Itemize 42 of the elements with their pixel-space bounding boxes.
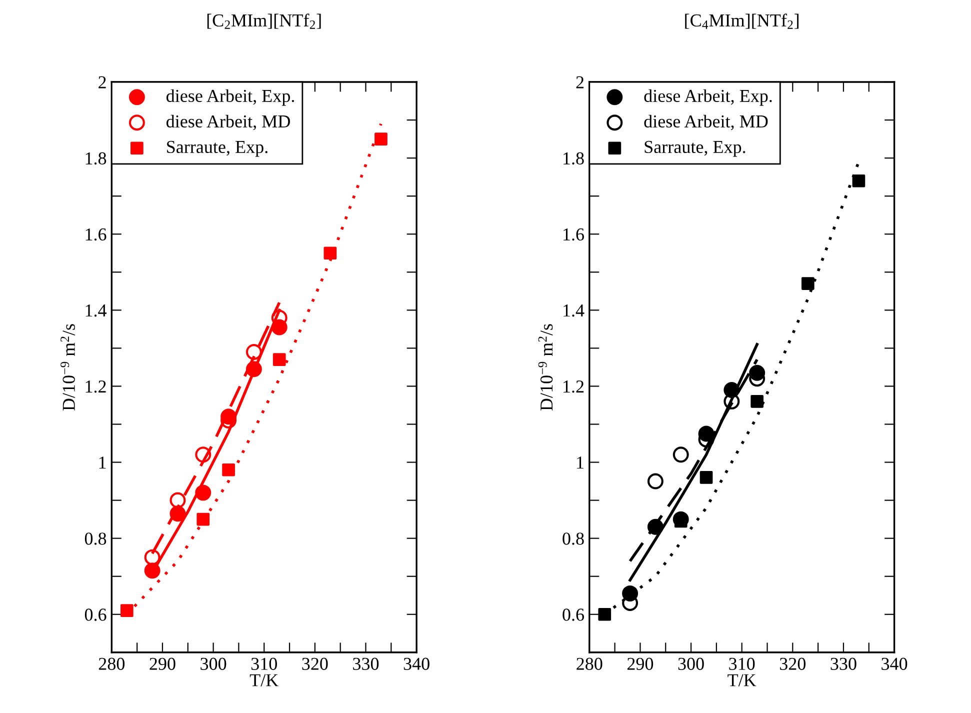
x-tick-label: 320 (302, 658, 328, 670)
x-axis-title: T/K (728, 674, 756, 686)
x-tick-label: 340 (882, 658, 908, 670)
x-tick-label: 280 (98, 658, 125, 670)
y-tick-label: 1.8 (564, 152, 584, 165)
x-tick-label: 290 (150, 658, 176, 670)
legend-label: diese Arbeit, Exp. (166, 89, 294, 106)
x-tick-label: 340 (404, 658, 430, 670)
x-tick-label: 320 (780, 658, 806, 670)
y-tick-label: 1.6 (86, 228, 106, 241)
x-tick-label: 290 (627, 658, 654, 670)
y-tick-label: 1.4 (564, 304, 584, 317)
legend-label: Sarraute, Exp. (167, 140, 268, 157)
y-tick-label: 0.8 (84, 532, 106, 545)
x-tick-label: 330 (353, 658, 379, 670)
y-tick-label: 1.2 (564, 380, 584, 393)
legend-label: Sarraute, Exp. (644, 140, 746, 157)
y-tick-label: 0.8 (562, 532, 584, 545)
x-tick-label: 310 (251, 658, 277, 670)
x-tick-label: 310 (729, 658, 755, 670)
y-tick-label: 2 (98, 76, 106, 88)
x-tick-label: 330 (830, 658, 856, 670)
chart-title: [C$_{4}$MIm][NTf$_{2}$] (685, 14, 798, 29)
y-tick-label: 1.6 (564, 228, 584, 241)
x-tick-label: 300 (200, 658, 226, 670)
y-axis-title: D/10$^{−9}$ m$^{2}$/s (60, 324, 75, 411)
x-tick-label: 280 (576, 658, 602, 670)
y-tick-label: 0.6 (562, 608, 584, 621)
chart-title: [C$_{2}$MIm][NTf$_{2}$] (207, 14, 321, 29)
x-axis-title: T/K (250, 674, 278, 686)
y-tick-label: 1.8 (86, 152, 106, 165)
legend-label: diese Arbeit, MD (166, 114, 290, 130)
y-tick-label: 0.6 (84, 608, 106, 621)
x-tick-label: 300 (678, 658, 704, 670)
y-tick-label: 2 (576, 76, 584, 88)
y-tick-label: 1.2 (86, 380, 106, 393)
y-tick-label: 1 (99, 456, 106, 469)
legend-label: diese Arbeit, Exp. (644, 89, 772, 106)
y-axis-title: D/10$^{−9}$ m$^{2}$/s (538, 324, 553, 411)
y-tick-label: 1 (577, 456, 584, 469)
y-tick-label: 1.4 (86, 304, 107, 317)
legend-label: diese Arbeit, MD (644, 114, 768, 130)
